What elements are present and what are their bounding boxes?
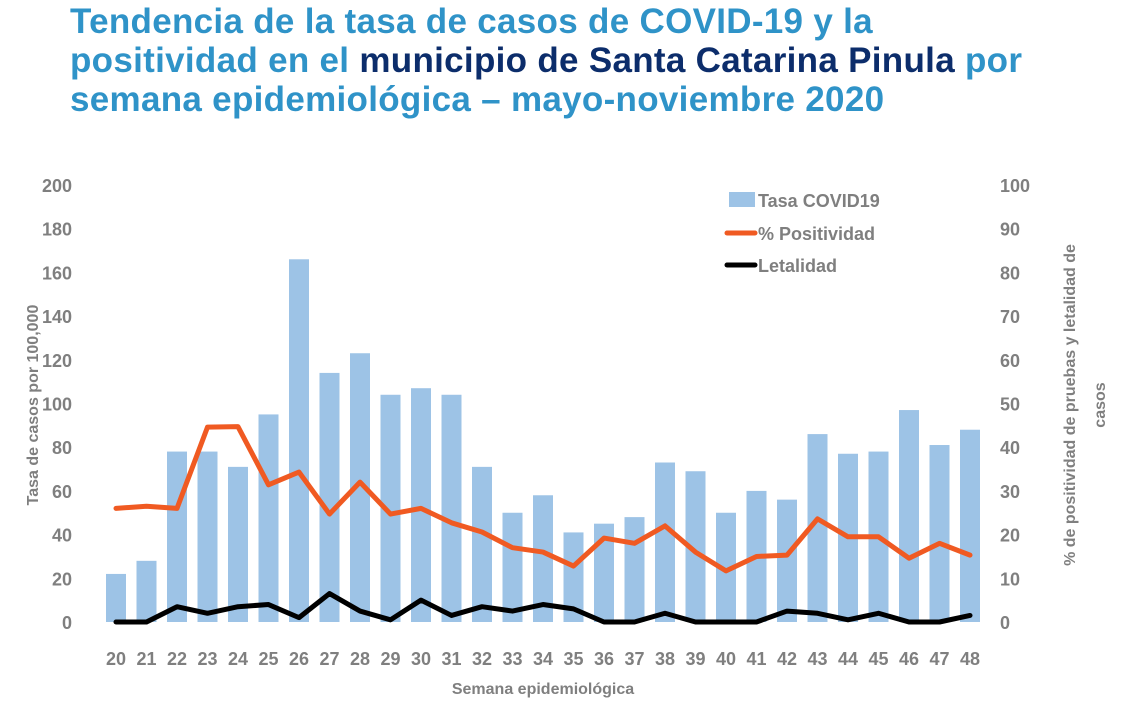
bar-week-34 [533,495,553,622]
x-axis-label: Semana epidemiológica [452,681,634,698]
bar-week-25 [258,414,279,622]
x-tick-label: 31 [441,649,461,669]
x-tick-label: 48 [960,649,980,669]
bar-week-35 [563,532,584,622]
bar-week-26 [289,259,309,622]
x-tick-label: 45 [868,649,888,669]
bar-week-40 [716,512,736,622]
y2-tick-label: 100 [1000,176,1030,196]
x-tick-label: 32 [472,649,492,669]
x-tick-label: 20 [106,649,126,669]
legend-swatch-tasa [729,192,755,207]
bar-week-43 [807,434,828,622]
x-tick-label: 36 [594,649,614,669]
x-tick-label: 33 [502,649,522,669]
bar-week-22 [167,451,187,622]
y2-tick-label: 90 [1000,220,1020,240]
x-tick-label: 29 [380,649,400,669]
x-tick-label: 28 [350,649,370,669]
chart-title: Tendencia de la tasa de casos de COVID-1… [70,2,1030,119]
bar-week-39 [685,471,706,622]
y2-tick-label: 50 [1000,395,1020,415]
bar-week-36 [594,523,614,622]
y2-tick-label: 0 [1000,613,1010,633]
x-tick-label: 25 [258,649,278,669]
legend-label-positividad: % Positividad [758,224,875,244]
x-tick-label: 39 [685,649,705,669]
x-tick-label: 35 [563,649,583,669]
y2-tick-label: 40 [1000,438,1020,458]
bar-week-20 [106,573,126,622]
y-tick-label: 80 [52,438,72,458]
bar-week-21 [136,560,157,622]
y-tick-label: 160 [42,263,72,283]
title-part-3: por semana epidemiológica – mayo-noviemb… [70,41,1023,119]
bar-week-48 [960,429,980,622]
y-tick-label: 0 [62,613,72,633]
bar-week-29 [380,394,401,622]
x-tick-label: 37 [624,649,644,669]
x-tick-label: 38 [655,649,675,669]
x-tick-label: 34 [533,649,553,669]
y-tick-label: 20 [52,569,72,589]
x-tick-label: 21 [136,649,156,669]
y2-tick-label: 80 [1000,263,1020,283]
y2-tick-label: 60 [1000,351,1020,371]
bar-week-37 [624,517,645,622]
y2-tick-label: 10 [1000,569,1020,589]
x-tick-label: 42 [777,649,797,669]
bar-week-23 [197,451,218,622]
x-tick-label: 24 [228,649,248,669]
bar-week-31 [441,394,462,622]
bar-week-27 [319,372,340,622]
legend-label-letalidad: Letalidad [758,256,837,276]
x-tick-label: 26 [289,649,309,669]
title-part-1: Tendencia de la tasa de casos de COVID-1… [70,2,873,80]
y-tick-label: 200 [42,176,72,196]
y-tick-label: 100 [42,395,72,415]
title-part-2: municipio de Santa Catarina Pinula [359,41,955,80]
x-tick-label: 47 [929,649,949,669]
bar-week-24 [228,466,248,622]
y-tick-label: 140 [42,307,72,327]
y2-axis-label-line2: casos [1092,382,1109,427]
y2-tick-label: 20 [1000,526,1020,546]
y2-tick-label: 70 [1000,307,1020,327]
x-tick-label: 41 [746,649,766,669]
y-tick-label: 180 [42,220,72,240]
bar-week-30 [411,388,431,622]
bar-week-32 [472,466,492,622]
y2-axis-label-line1: % de positividad de pruebas y letalidad … [1062,244,1079,566]
bar-week-47 [929,445,950,622]
x-tick-label: 30 [411,649,431,669]
bar-week-38 [655,462,675,622]
x-tick-label: 43 [807,649,827,669]
bar-week-33 [502,512,523,622]
x-tick-label: 22 [167,649,187,669]
x-tick-label: 23 [197,649,217,669]
x-tick-label: 46 [899,649,919,669]
y-tick-label: 60 [52,482,72,502]
y-axis-label: Tasa de casos por 100,000 [25,305,42,506]
y-tick-label: 40 [52,526,72,546]
x-tick-label: 27 [319,649,339,669]
legend: Tasa COVID19 % Positividad Letalidad [724,191,880,276]
x-tick-label: 40 [716,649,736,669]
x-tick-label: 44 [838,649,858,669]
y2-tick-label: 30 [1000,482,1020,502]
legend-label-tasa: Tasa COVID19 [758,191,880,211]
bar-week-28 [350,353,370,622]
y-tick-label: 120 [42,351,72,371]
bar-week-46 [899,410,919,622]
bar-week-42 [777,499,797,622]
